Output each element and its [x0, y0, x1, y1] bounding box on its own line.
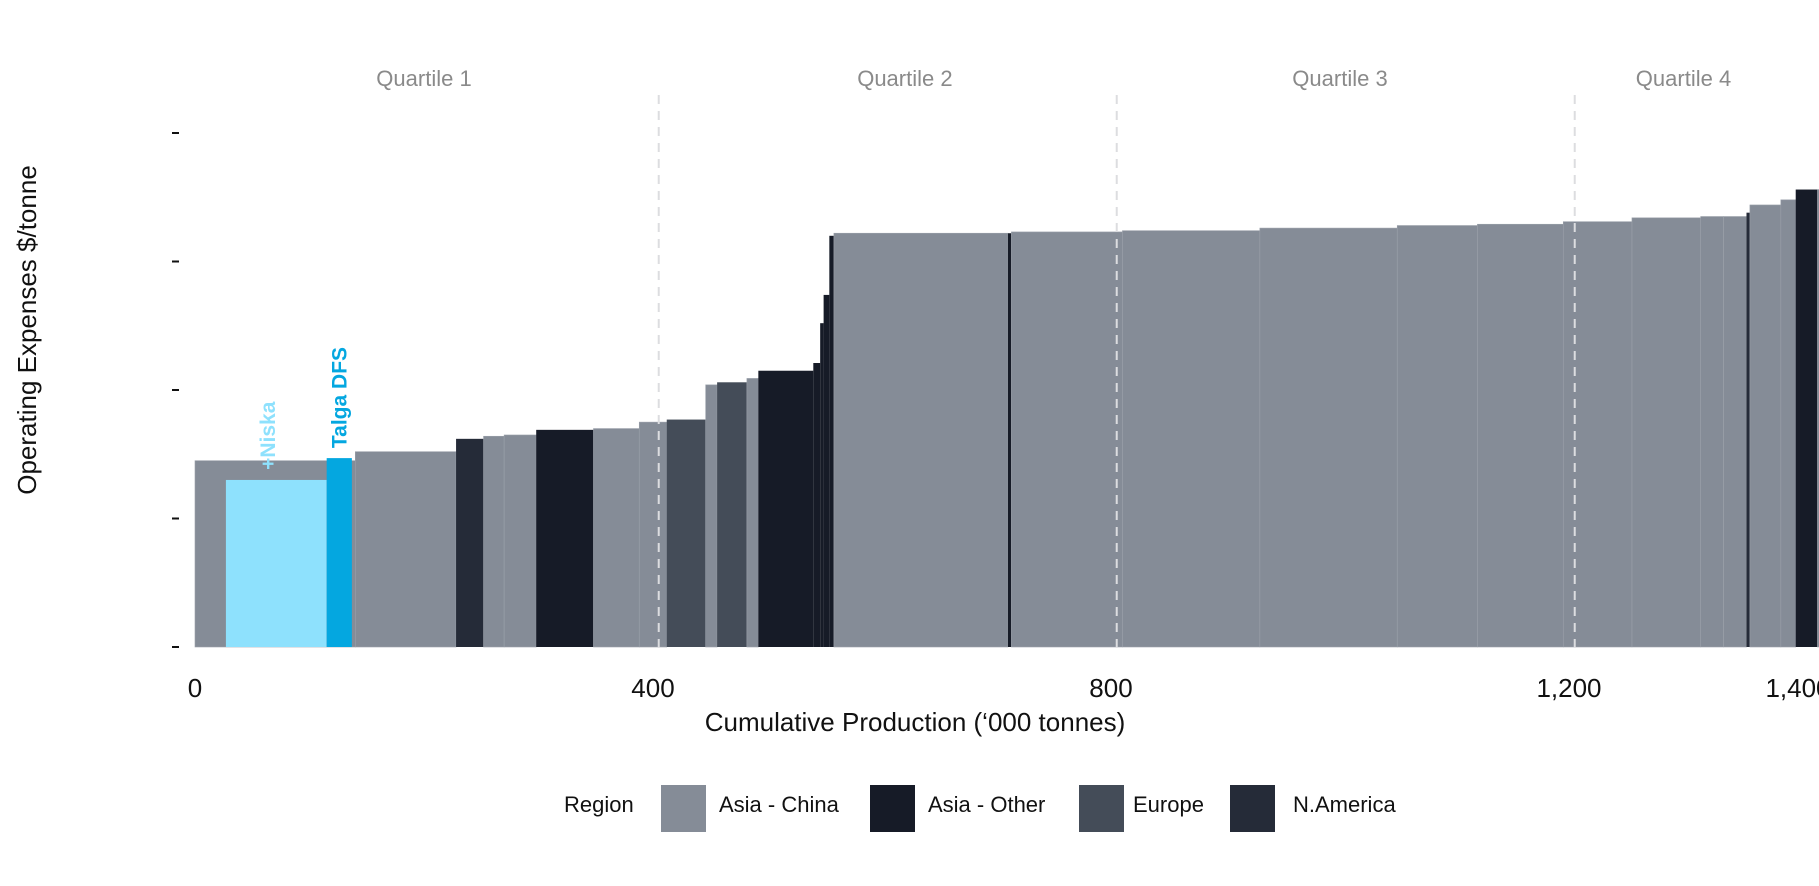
legend-swatch-other — [870, 785, 915, 832]
legend-title: Region — [564, 792, 634, 817]
quartile-label-4: Quartile 4 — [1636, 66, 1731, 91]
annotation-talga: Talga DFS — [328, 347, 351, 448]
bar-china-9 — [705, 384, 718, 648]
bar-china-25 — [1631, 217, 1701, 648]
bar-europe-10 — [717, 382, 747, 647]
bar-china-26 — [1700, 216, 1724, 648]
bar-other-15 — [823, 294, 830, 647]
bar-na-28 — [1746, 212, 1750, 648]
bar-china-17 — [833, 232, 1009, 648]
legend-label-na: N.America — [1293, 792, 1396, 817]
annotation-niska: +Niska — [257, 401, 280, 470]
bar-china-30 — [1780, 199, 1797, 648]
x-tick-label-3: 1,200 — [1536, 673, 1601, 703]
x-axis-title: Cumulative Production (‘000 tonnes) — [705, 707, 1126, 737]
quartile-label-1: Quartile 1 — [376, 66, 471, 91]
y-axis-title: Operating Expenses $/tonne — [12, 165, 42, 495]
legend-swatch-europe — [1079, 785, 1124, 832]
bar-other-12 — [758, 370, 814, 647]
bar-other-14 — [820, 323, 824, 647]
legend-label-china: Asia - China — [719, 792, 840, 817]
bar-china-19 — [1011, 231, 1123, 648]
legend-swatch-china — [661, 785, 706, 832]
legend: Region Asia - China Asia - Other Europe N.Am… — [564, 785, 1396, 832]
quartile-label-2: Quartile 2 — [857, 66, 952, 91]
bar-other-13 — [813, 363, 821, 647]
x-tick-label-1: 400 — [631, 673, 674, 703]
quartile-label-3: Quartile 3 — [1292, 66, 1387, 91]
x-tick-label-0: 0 — [188, 673, 202, 703]
legend-swatch-na — [1230, 785, 1275, 832]
bar-niska — [225, 479, 327, 647]
bar-other-18 — [1007, 233, 1012, 648]
bar-china-6 — [593, 428, 640, 648]
bar-china-7 — [638, 421, 668, 648]
bar-china-29 — [1749, 204, 1782, 648]
bar-other-5 — [536, 429, 594, 647]
bar-china-27 — [1723, 216, 1747, 648]
bar-china-21 — [1259, 227, 1398, 648]
bar-other-16 — [829, 235, 834, 648]
bar-na-2 — [456, 438, 484, 647]
bar-china-1 — [354, 451, 457, 648]
legend-label-other: Asia - Other — [928, 792, 1045, 817]
bar-talga — [326, 458, 352, 647]
bar-china-23 — [1477, 223, 1564, 648]
bar-china-24 — [1562, 221, 1633, 648]
bar-china-22 — [1396, 225, 1478, 648]
bar-china-3 — [483, 435, 505, 648]
x-tick-label-4: 1,400 — [1765, 673, 1819, 703]
bar-other-31 — [1795, 189, 1818, 648]
bar-europe-8 — [666, 419, 706, 647]
legend-label-europe: Europe — [1133, 792, 1204, 817]
bar-china-11 — [746, 378, 759, 648]
x-tick-label-2: 800 — [1089, 673, 1132, 703]
plot-area: +Niska Talga DFS Quartile 1 Quartile 2 Quart… — [172, 66, 1819, 703]
bar-china-32 — [1817, 189, 1819, 648]
bar-china-4 — [503, 434, 537, 648]
bar-china-20 — [1122, 230, 1261, 648]
